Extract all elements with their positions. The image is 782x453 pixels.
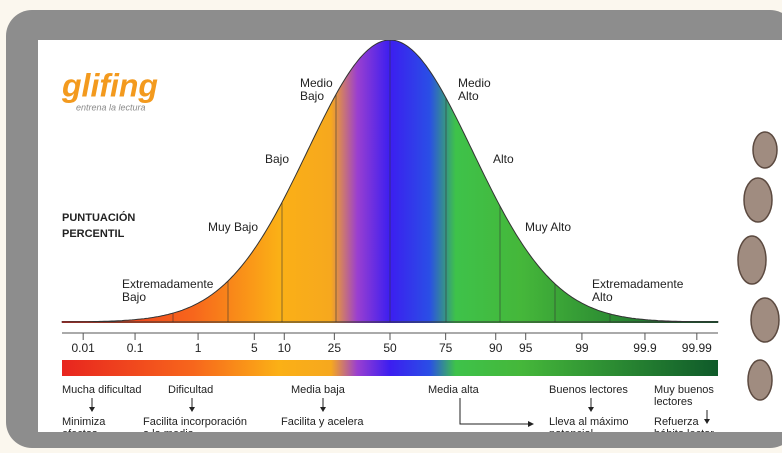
legend-desc: Facilita incorporación [143,416,247,428]
curve-label: Medio [458,76,491,90]
curve-label: Muy Bajo [208,220,258,234]
curve-label: Extremadamente [122,277,214,291]
curve-label: Alto [458,89,479,103]
tick-label: 10 [278,341,292,355]
tick-label: 99.9 [633,341,657,355]
legend-desc: Refuerza [654,416,700,428]
tick-label: 0.01 [71,341,95,355]
curve-label: Muy Alto [525,220,571,234]
curve-label: Bajo [265,152,289,166]
legend-desc: Minimiza [62,416,106,428]
curve-label: Alto [493,152,514,166]
tick-label: 1 [195,341,202,355]
legend-title: Buenos lectores [549,384,628,396]
legend-title: Mucha dificultad [62,384,142,396]
tick-label: 25 [328,341,342,355]
legend-desc: Lleva al máximo [549,416,628,428]
legend-title: Media baja [291,384,346,396]
curve-label: Extremadamente [592,277,684,291]
page: glifing entrena la lectura PUNTUACIÓN PE… [0,0,782,453]
tick-label: 75 [439,341,453,355]
tick-label: 95 [519,341,533,355]
tick-label: 99 [575,341,589,355]
tick-label: 99.99 [682,341,712,355]
axis-title: PUNTUACIÓN [62,211,135,224]
logo: glifing [61,67,158,103]
legend-desc: Facilita y acelera [281,416,364,428]
tick-label: 0.1 [127,341,144,355]
curve-label: Medio [300,76,333,90]
curve-label: Bajo [300,89,324,103]
legend-title: Muy buenos [654,384,714,396]
color-bar [62,360,718,376]
axis-title: PERCENTIL [62,228,125,240]
tick-label: 90 [489,341,503,355]
legend-title: lectores [654,396,693,408]
tick-label: 5 [251,341,258,355]
tick-label: 50 [383,341,397,355]
tagline: entrena la lectura [76,102,146,112]
legend-title: Dificultad [168,384,213,396]
curve-label: Bajo [122,290,146,304]
curve-label: Alto [592,290,613,304]
legend-title: Media alta [428,384,480,396]
